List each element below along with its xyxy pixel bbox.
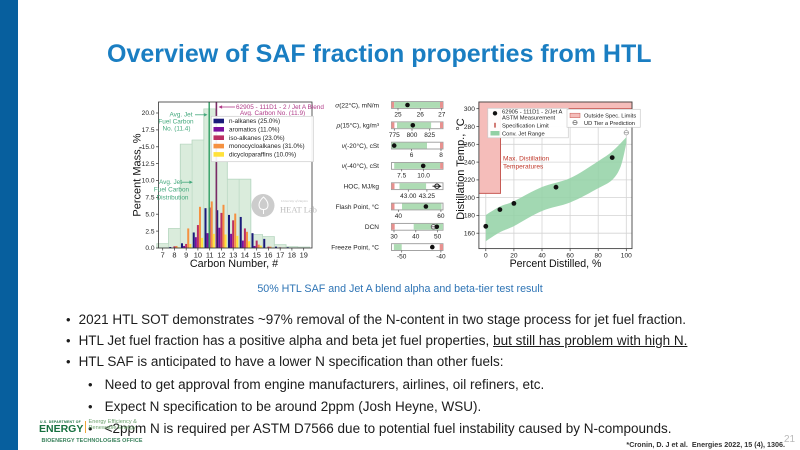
svg-text:DCN: DCN bbox=[365, 224, 379, 231]
svg-text:40: 40 bbox=[538, 252, 546, 259]
svg-text:Fuel Carbon: Fuel Carbon bbox=[158, 119, 194, 126]
svg-text:26: 26 bbox=[417, 112, 425, 119]
svg-text:20: 20 bbox=[510, 252, 518, 259]
svg-text:180: 180 bbox=[464, 213, 475, 220]
svg-text:10: 10 bbox=[194, 251, 202, 260]
svg-text:University of Dayton: University of Dayton bbox=[281, 199, 308, 203]
svg-text:10.0: 10.0 bbox=[417, 173, 430, 180]
svg-text:62905 - 111D1 - 2/Jet A: 62905 - 111D1 - 2/Jet A bbox=[502, 110, 563, 116]
svg-text:σ(22°C), mN/m: σ(22°C), mN/m bbox=[335, 101, 379, 109]
svg-text:-50: -50 bbox=[397, 254, 407, 261]
svg-text:-40: -40 bbox=[436, 254, 446, 261]
svg-text:10.0: 10.0 bbox=[142, 178, 155, 185]
svg-text:7: 7 bbox=[161, 251, 165, 260]
svg-text:monocycloalkanes (31.0%): monocycloalkanes (31.0%) bbox=[229, 143, 305, 150]
svg-text:Percent Distilled, %: Percent Distilled, % bbox=[510, 258, 602, 270]
svg-text:aromatics (11.0%): aromatics (11.0%) bbox=[229, 126, 280, 133]
svg-text:825: 825 bbox=[424, 132, 435, 139]
svg-text:16: 16 bbox=[264, 251, 272, 260]
svg-text:9: 9 bbox=[184, 251, 188, 260]
svg-text:No. (11.4): No. (11.4) bbox=[163, 125, 191, 132]
svg-text:n-alkanes (25.0%): n-alkanes (25.0%) bbox=[229, 118, 280, 125]
svg-text:60: 60 bbox=[566, 252, 574, 259]
svg-text:7.5: 7.5 bbox=[145, 195, 154, 202]
svg-text:Avg. Jet: Avg. Jet bbox=[170, 112, 193, 119]
svg-text:ρ(15°C), kg/m³: ρ(15°C), kg/m³ bbox=[336, 122, 380, 130]
svg-text:Outside Spec. Limits: Outside Spec. Limits bbox=[584, 114, 636, 120]
svg-text:Avg. Carbon No. (11.9): Avg. Carbon No. (11.9) bbox=[240, 110, 305, 117]
svg-text:dicycloparaffins (10.0%): dicycloparaffins (10.0%) bbox=[229, 152, 296, 159]
svg-text:Specification Limit: Specification Limit bbox=[502, 123, 549, 129]
svg-text:25: 25 bbox=[394, 112, 402, 119]
svg-text:Flash Point, °C: Flash Point, °C bbox=[336, 203, 380, 211]
svg-text:8: 8 bbox=[439, 152, 443, 159]
svg-text:15: 15 bbox=[253, 251, 261, 260]
svg-text:160: 160 bbox=[464, 231, 475, 238]
svg-text:43.25: 43.25 bbox=[419, 193, 436, 200]
svg-text:Fuel Carbon: Fuel Carbon bbox=[154, 187, 190, 194]
svg-text:13: 13 bbox=[229, 251, 237, 260]
svg-text:50: 50 bbox=[434, 233, 442, 240]
svg-text:iso-alkanes (23.0%): iso-alkanes (23.0%) bbox=[229, 135, 285, 142]
svg-text:ν(-20°C), cSt: ν(-20°C), cSt bbox=[342, 142, 379, 150]
svg-text:UD Tier a Prediction: UD Tier a Prediction bbox=[584, 121, 635, 127]
svg-text:12: 12 bbox=[217, 251, 225, 260]
svg-text:27: 27 bbox=[438, 112, 446, 119]
svg-text:20.0: 20.0 bbox=[142, 110, 155, 117]
svg-text:HEAT Lab: HEAT Lab bbox=[280, 205, 317, 215]
svg-text:62905 - 111D1 - 2 / Jet A Blen: 62905 - 111D1 - 2 / Jet A Blend bbox=[236, 104, 324, 111]
svg-text:17.5: 17.5 bbox=[142, 127, 155, 134]
svg-text:15.0: 15.0 bbox=[142, 144, 155, 151]
svg-text:12.5: 12.5 bbox=[142, 161, 155, 168]
svg-text:300: 300 bbox=[464, 106, 475, 113]
svg-text:ν(-40°C), cSt: ν(-40°C), cSt bbox=[342, 162, 379, 170]
svg-text:40: 40 bbox=[412, 233, 420, 240]
svg-text:800: 800 bbox=[407, 132, 418, 139]
svg-text:60: 60 bbox=[437, 213, 445, 220]
svg-text:Avg. Jet: Avg. Jet bbox=[159, 179, 182, 186]
svg-text:240: 240 bbox=[464, 159, 475, 166]
svg-text:8: 8 bbox=[172, 251, 176, 260]
svg-text:Temperatures: Temperatures bbox=[503, 164, 544, 171]
svg-text:43.00: 43.00 bbox=[400, 193, 417, 200]
svg-text:14: 14 bbox=[241, 251, 249, 260]
svg-text:18: 18 bbox=[288, 251, 296, 260]
svg-text:2.5: 2.5 bbox=[145, 228, 154, 235]
svg-text:17: 17 bbox=[276, 251, 284, 260]
svg-text:775: 775 bbox=[389, 132, 400, 139]
svg-text:220: 220 bbox=[464, 177, 475, 184]
svg-text:Carbon Number, #: Carbon Number, # bbox=[190, 258, 278, 270]
svg-text:HOC, MJ/kg: HOC, MJ/kg bbox=[344, 184, 380, 191]
svg-text:5.0: 5.0 bbox=[145, 211, 154, 218]
svg-text:7.5: 7.5 bbox=[397, 173, 406, 180]
svg-text:Freeze Point, °C: Freeze Point, °C bbox=[331, 243, 379, 251]
svg-text:Max. Distillation: Max. Distillation bbox=[503, 155, 550, 162]
svg-text:11: 11 bbox=[206, 251, 214, 260]
svg-text:ASTM Measurement: ASTM Measurement bbox=[502, 116, 556, 122]
svg-text:100: 100 bbox=[621, 252, 632, 259]
svg-text:6: 6 bbox=[410, 152, 414, 159]
svg-text:Distribution: Distribution bbox=[157, 194, 189, 201]
svg-text:19: 19 bbox=[300, 251, 308, 260]
svg-text:0.0: 0.0 bbox=[145, 245, 154, 252]
svg-text:260: 260 bbox=[464, 142, 475, 149]
svg-text:Distillation Temp., °C: Distillation Temp., °C bbox=[455, 118, 467, 219]
svg-text:30: 30 bbox=[390, 233, 398, 240]
svg-text:Percent Mass, %: Percent Mass, % bbox=[132, 133, 144, 216]
svg-text:Conv. Jet Range: Conv. Jet Range bbox=[502, 131, 545, 137]
svg-text:200: 200 bbox=[464, 195, 475, 202]
svg-text:0: 0 bbox=[484, 252, 488, 259]
svg-text:80: 80 bbox=[595, 252, 603, 259]
svg-text:40: 40 bbox=[395, 213, 403, 220]
svg-text:280: 280 bbox=[464, 124, 475, 131]
